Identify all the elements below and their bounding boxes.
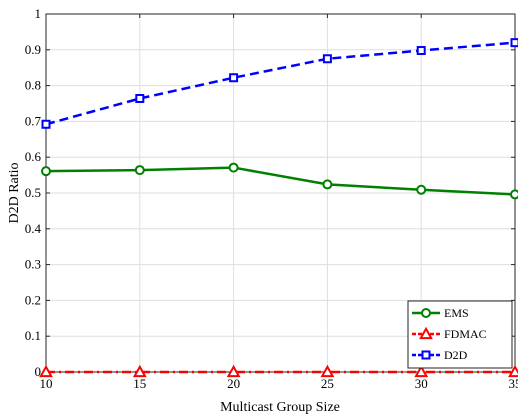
- fdmac-point: [414, 364, 429, 378]
- d2d-point: [135, 93, 145, 103]
- ems-point: [41, 166, 51, 177]
- ems-line: [45, 166, 516, 196]
- x-tick-label: 10: [40, 376, 53, 391]
- y-tick-label: 0.7: [25, 113, 42, 128]
- legend-marker: [421, 350, 431, 360]
- legend-item-ems: EMS: [412, 306, 469, 320]
- d2d-point: [41, 119, 51, 129]
- x-axis-ticks: 10 15 20 25 30 35: [40, 14, 518, 391]
- d2d-line: [45, 41, 516, 126]
- x-axis-title: Multicast Group Size: [220, 400, 340, 415]
- d2d-point: [229, 73, 239, 83]
- legend-label: FDMAC: [444, 327, 487, 341]
- y-tick-label: 0.1: [25, 328, 41, 343]
- x-tick-label: 20: [227, 376, 240, 391]
- fdmac-point: [320, 364, 335, 378]
- y-tick-label: 0: [35, 364, 42, 379]
- y-tick-label: 0.4: [25, 221, 42, 236]
- y-tick-label: 1: [35, 6, 42, 21]
- ems-point: [228, 162, 239, 173]
- legend-marker: [419, 326, 433, 340]
- y-axis-title: D2D Ratio: [7, 162, 22, 223]
- x-tick-label: 30: [415, 376, 428, 391]
- legend-label: EMS: [444, 306, 469, 320]
- legend: EMS FDMAC D2D: [407, 300, 513, 369]
- legend-item-d2d: D2D: [412, 348, 468, 362]
- fdmac-point: [226, 364, 241, 378]
- fdmac-point: [39, 364, 53, 378]
- legend-label: D2D: [444, 348, 468, 362]
- ems-point: [322, 179, 333, 190]
- y-tick-label: 0.2: [25, 292, 41, 307]
- d2d-point: [510, 38, 518, 48]
- ems-point: [134, 165, 145, 176]
- x-tick-label: 25: [321, 376, 334, 391]
- x-tick-label: 15: [133, 376, 146, 391]
- series-d2d: [41, 38, 518, 129]
- series-layer: [39, 38, 518, 378]
- series-fdmac: [39, 364, 518, 378]
- d2d-point: [322, 54, 332, 64]
- ems-point: [510, 189, 518, 200]
- y-tick-label: 0.5: [25, 185, 41, 200]
- y-tick-label: 0.3: [25, 257, 41, 272]
- y-tick-label: 0.6: [25, 149, 42, 164]
- series-ems: [41, 162, 518, 200]
- y-tick-label: 0.8: [25, 78, 41, 93]
- y-axis-ticks: 0 0.1 0.2 0.3 0.4 0.5 0.6 0.7 0.8 0.9 1: [25, 6, 515, 379]
- fdmac-point: [132, 364, 147, 378]
- d2d-point: [416, 46, 426, 56]
- y-tick-label: 0.9: [25, 42, 41, 57]
- ems-point: [416, 184, 427, 195]
- legend-marker: [421, 308, 431, 318]
- legend-item-fdmac: FDMAC: [412, 326, 487, 341]
- x-tick-label: 35: [509, 376, 518, 391]
